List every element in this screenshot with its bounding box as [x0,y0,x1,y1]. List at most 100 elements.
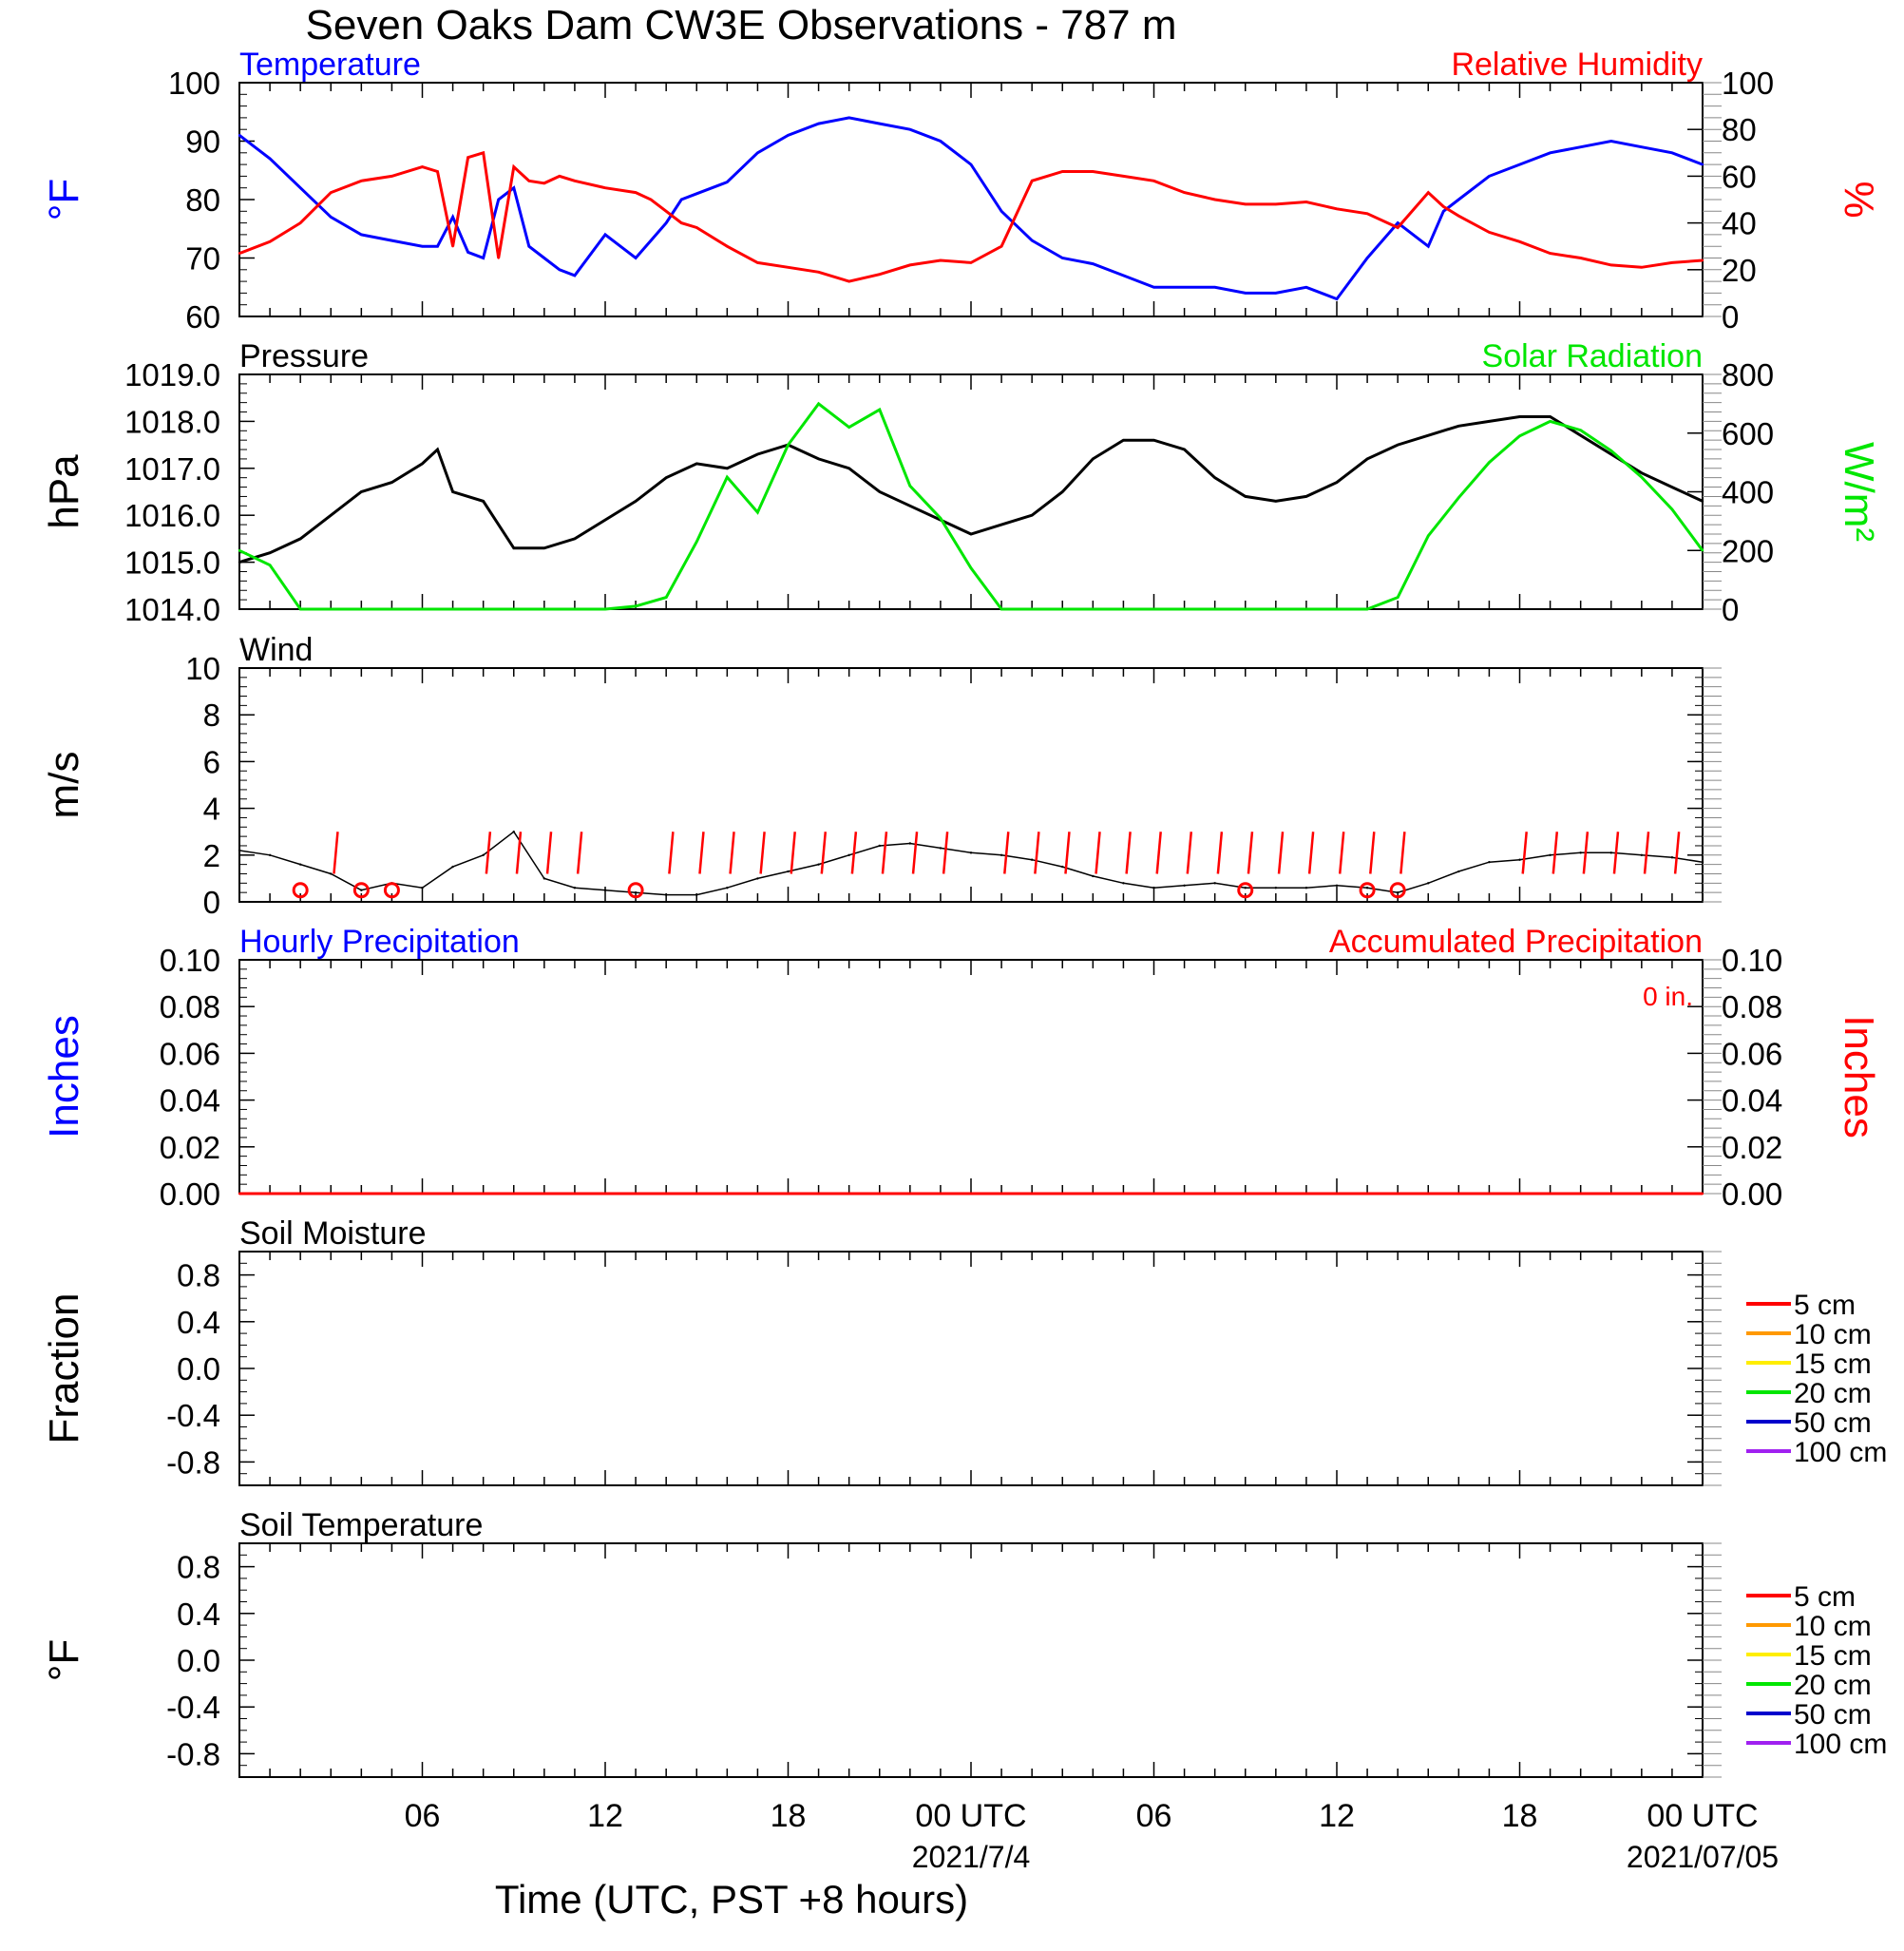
y-tick-label: 10 [185,651,220,686]
x-tick-label: 06 [1136,1798,1172,1834]
data-point [878,844,881,848]
data-point [1183,286,1186,289]
data-point [268,551,272,554]
data-point [908,263,912,267]
y-axis-label-right: W/m² [1836,442,1882,542]
y-tick-label: 0.8 [177,1258,220,1293]
data-point [634,604,638,608]
wind-barb [515,832,523,874]
data-point [360,889,363,891]
data-point [482,257,485,259]
data-point [1152,887,1155,889]
data-point [847,467,850,469]
y-axis-label-right: % [1836,181,1882,218]
wind-barb [1673,832,1681,874]
data-point [1213,286,1216,289]
data-point [512,607,515,611]
data-point [1640,145,1644,148]
data-point [268,564,272,566]
data-point [330,514,333,517]
data-point [330,607,333,611]
legend-label: 20 cm [1794,1378,1872,1409]
y-tick-label: 2 [203,838,220,873]
data-point [1457,425,1460,428]
data-point [360,233,363,237]
data-point [1488,231,1491,234]
data-point [1579,145,1582,148]
data-point [756,261,759,264]
data-point [1335,607,1339,611]
data-point [878,273,881,276]
data-point [1061,865,1064,869]
data-point [558,175,562,178]
data-point [603,889,607,891]
y-axis-label-left: Fraction [41,1293,87,1444]
data-point [482,151,485,154]
data-point [664,476,668,479]
data-point [969,566,973,569]
data-point [1244,607,1247,611]
data-point [1640,853,1644,856]
panel-title-left: Temperature [239,47,421,83]
data-point [908,842,912,845]
panel-title-left: Soil Moisture [239,1215,427,1252]
data-point [558,268,562,271]
panel-title-right: Solar Radiation [1482,338,1703,374]
y-tick-label: 90 [185,124,220,160]
calm-marker [1359,882,1376,899]
data-point [603,186,607,189]
data-point [1304,887,1308,889]
data-point [1092,457,1095,461]
data-point [1183,607,1186,611]
calm-marker [383,882,400,899]
data-point [695,226,698,229]
data-point [512,546,515,549]
data-point [1396,226,1399,229]
data-point [451,490,454,493]
y-axis-label-right: Inches [1836,1015,1882,1138]
data-point [787,443,790,447]
wind-barb [1003,832,1010,874]
wind-barb [790,832,796,874]
data-point [1183,448,1186,451]
data-point [726,467,729,469]
data-point [1304,201,1308,203]
data-point [1518,434,1521,438]
data-point [543,257,546,259]
data-point [1030,607,1034,611]
y-tick-label: 0.4 [177,1597,220,1632]
data-point [1365,607,1369,611]
panel-title-right: Accumulated Precipitation [1329,924,1703,960]
data-point [634,257,638,259]
x-tick-label: 12 [587,1798,623,1834]
x-tick-label: 18 [771,1798,807,1834]
data-point [1365,887,1369,889]
data-point [695,462,698,466]
data-point [1304,286,1308,289]
data-point [817,863,820,866]
calm-marker [1389,882,1406,899]
data-point [1609,263,1612,267]
data-point [1092,262,1095,265]
data-point [421,245,424,248]
wind-barb [668,832,675,874]
x-tick-label: 06 [405,1798,441,1834]
y-axis-label-left: °F [41,1639,87,1681]
y-axis-label-left: hPa [41,454,87,529]
data-point [497,257,500,259]
y-tick-label: 0.0 [177,1351,220,1387]
y-tick-label: 1016.0 [124,498,220,533]
legend-label: 15 cm [1794,1640,1872,1672]
data-point [1335,297,1339,300]
wind-barb [1307,832,1315,874]
data-point [1488,175,1491,178]
data-point [1244,202,1247,206]
data-point [360,180,363,182]
data-point [1122,274,1125,277]
calm-marker [292,882,309,899]
data-point [330,216,333,219]
data-point [1579,434,1582,437]
data-point [908,128,912,131]
panel-frame [238,1542,1704,1778]
